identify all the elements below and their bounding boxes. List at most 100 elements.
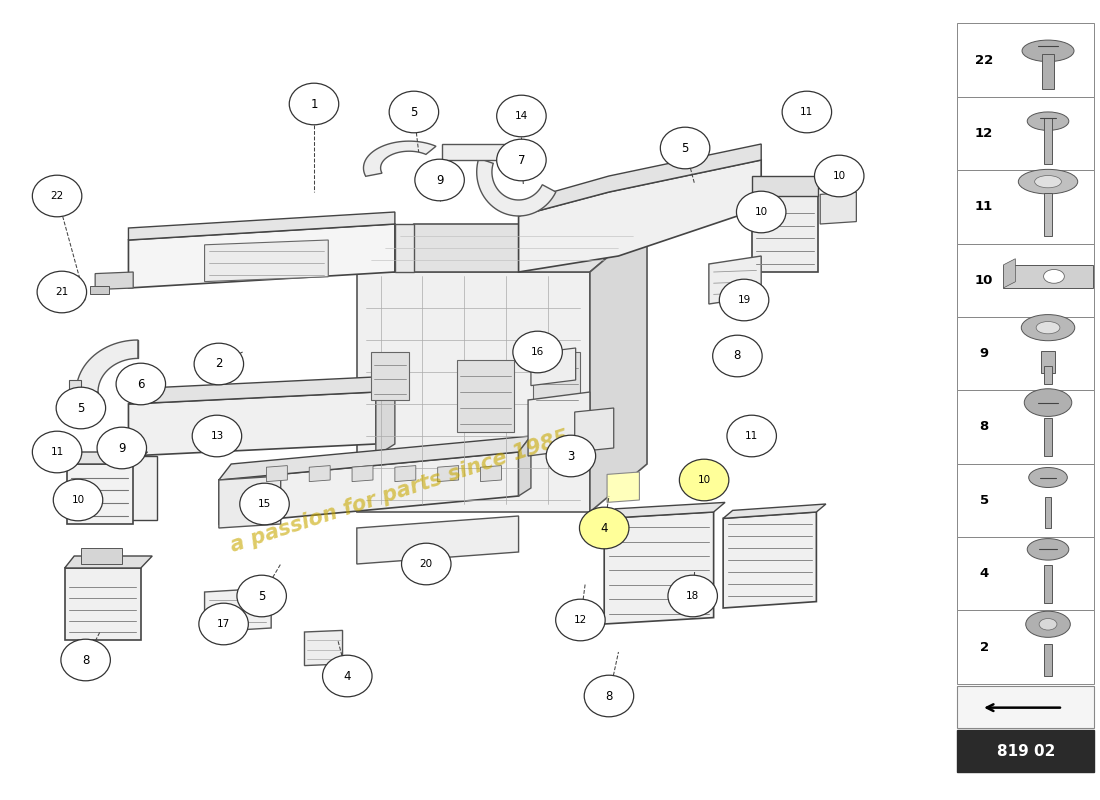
Bar <box>1044 565 1052 602</box>
Polygon shape <box>129 212 395 240</box>
Circle shape <box>240 483 289 525</box>
Polygon shape <box>81 548 122 564</box>
Polygon shape <box>219 476 280 528</box>
Text: 10: 10 <box>975 274 993 286</box>
Text: 2: 2 <box>216 358 222 370</box>
Polygon shape <box>518 144 761 216</box>
Bar <box>957 243 1094 317</box>
Bar <box>1044 366 1052 384</box>
Text: 13: 13 <box>210 431 223 441</box>
Text: a passion for parts since 1985: a passion for parts since 1985 <box>228 428 572 556</box>
Circle shape <box>402 543 451 585</box>
Text: 10: 10 <box>697 475 711 485</box>
Circle shape <box>547 435 595 477</box>
Bar <box>957 23 1094 97</box>
Text: 12: 12 <box>574 615 587 625</box>
Text: 19: 19 <box>737 295 750 305</box>
Bar <box>957 97 1094 170</box>
Circle shape <box>497 139 547 181</box>
Polygon shape <box>604 502 725 518</box>
Text: 8: 8 <box>734 350 741 362</box>
Text: 5: 5 <box>410 106 418 118</box>
Polygon shape <box>607 472 639 502</box>
Text: 5: 5 <box>258 590 265 602</box>
Text: 18: 18 <box>686 591 700 601</box>
Polygon shape <box>205 240 328 282</box>
Polygon shape <box>129 392 376 456</box>
Polygon shape <box>67 452 147 464</box>
Polygon shape <box>69 380 81 402</box>
Text: 6: 6 <box>138 378 144 390</box>
Polygon shape <box>751 176 818 196</box>
Text: 11: 11 <box>975 200 993 214</box>
Polygon shape <box>438 466 459 482</box>
Polygon shape <box>528 392 590 456</box>
Text: 4: 4 <box>343 670 351 682</box>
Circle shape <box>513 331 562 373</box>
Circle shape <box>782 91 832 133</box>
Polygon shape <box>456 360 514 432</box>
Text: 2: 2 <box>980 641 989 654</box>
Text: 9: 9 <box>436 174 443 186</box>
Ellipse shape <box>1035 175 1062 188</box>
Circle shape <box>580 507 629 549</box>
Text: 11: 11 <box>51 447 64 457</box>
Text: 9: 9 <box>980 347 989 360</box>
Text: 17: 17 <box>217 619 230 629</box>
Circle shape <box>680 459 729 501</box>
Bar <box>1042 351 1055 374</box>
Ellipse shape <box>1040 618 1057 630</box>
Text: 9: 9 <box>118 442 125 454</box>
Ellipse shape <box>1027 112 1069 130</box>
Bar <box>1044 418 1053 456</box>
Polygon shape <box>356 516 518 564</box>
Bar <box>1044 644 1053 676</box>
Polygon shape <box>531 348 575 386</box>
Text: 22: 22 <box>51 191 64 201</box>
Polygon shape <box>590 224 647 512</box>
Circle shape <box>814 155 864 197</box>
Text: G
S: G S <box>530 199 612 409</box>
Text: 1: 1 <box>310 98 318 110</box>
Polygon shape <box>442 144 514 160</box>
Circle shape <box>727 415 777 457</box>
Polygon shape <box>129 224 395 288</box>
Bar <box>957 464 1094 537</box>
Bar <box>957 170 1094 243</box>
Polygon shape <box>708 256 761 304</box>
Circle shape <box>37 271 87 313</box>
Circle shape <box>660 127 710 169</box>
Text: 15: 15 <box>257 499 271 509</box>
Circle shape <box>737 191 785 233</box>
Polygon shape <box>481 466 502 482</box>
FancyBboxPatch shape <box>957 686 1094 728</box>
Polygon shape <box>67 464 133 524</box>
Polygon shape <box>476 158 556 216</box>
Circle shape <box>236 575 286 617</box>
Polygon shape <box>219 436 531 480</box>
Text: 819 02: 819 02 <box>997 744 1055 759</box>
Circle shape <box>497 95 547 137</box>
Polygon shape <box>751 196 818 272</box>
Circle shape <box>389 91 439 133</box>
Circle shape <box>415 159 464 201</box>
Polygon shape <box>518 436 531 496</box>
Polygon shape <box>309 466 330 482</box>
Circle shape <box>322 655 372 697</box>
Ellipse shape <box>1044 270 1065 283</box>
Polygon shape <box>266 466 287 482</box>
Bar <box>957 390 1094 464</box>
Polygon shape <box>356 224 647 272</box>
Polygon shape <box>723 512 816 608</box>
Polygon shape <box>376 376 395 456</box>
Text: 14: 14 <box>515 111 528 121</box>
Ellipse shape <box>1028 467 1067 487</box>
Ellipse shape <box>1025 611 1070 638</box>
Polygon shape <box>395 466 416 482</box>
Text: 5: 5 <box>980 494 989 507</box>
Polygon shape <box>219 452 518 524</box>
Polygon shape <box>129 376 395 404</box>
Text: 10: 10 <box>755 207 768 217</box>
Polygon shape <box>65 556 152 568</box>
Circle shape <box>117 363 166 405</box>
